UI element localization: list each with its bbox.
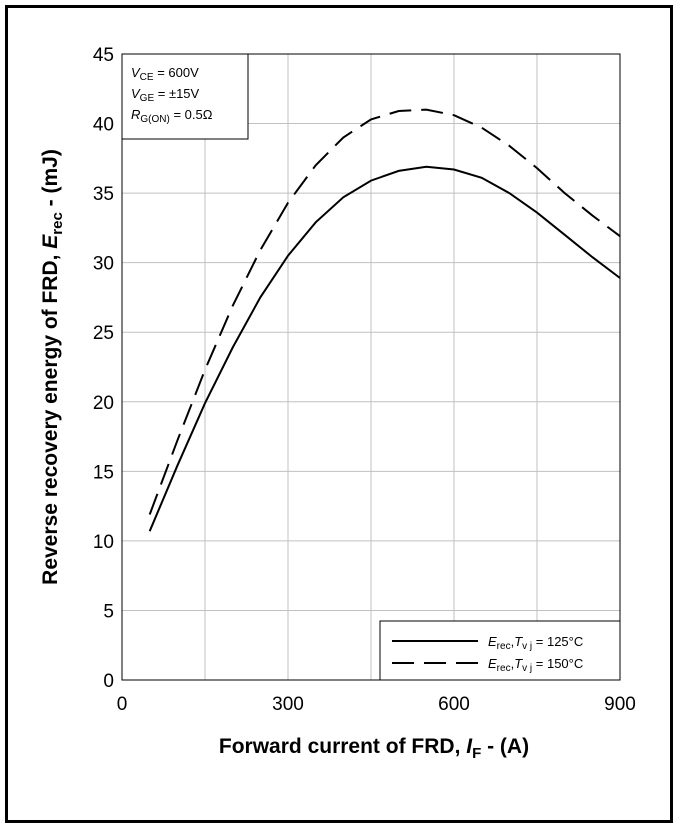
- y-tick-label: 10: [93, 532, 114, 553]
- series-layer: [148, 108, 621, 532]
- condition-line: RG(ON) = 0.5Ω: [131, 107, 213, 125]
- chart-frame: [5, 5, 673, 823]
- y-tick-label: 45: [93, 45, 114, 66]
- x-axis-title: Forward current of FRD, IF - (A): [219, 735, 529, 762]
- legend: Erec,Tv j = 125°C Erec,Tv j = 150°C: [379, 620, 621, 681]
- y-axis-title: Reverse recovery energy of FRD, Erec - (…: [39, 149, 66, 585]
- legend-label: Erec,Tv j = 150°C: [488, 656, 583, 674]
- y-tick-label: 25: [93, 323, 114, 344]
- x-tick-label: 0: [117, 694, 128, 715]
- conditions-box-border: [121, 53, 249, 140]
- series-line-1: [148, 165, 621, 532]
- y-tick-label: 35: [93, 184, 114, 205]
- grid-layer: [121, 53, 621, 681]
- y-tick-label: 0: [103, 671, 114, 692]
- tick-layer: 0 5 10 15 20 25 30 35 40 45 0 300 600 900: [93, 45, 636, 715]
- y-tick-label: 15: [93, 462, 114, 483]
- y-tick-label: 40: [93, 115, 114, 136]
- conditions-text: VCE = 600V VGE = ±15V RG(ON) = 0.5Ω: [131, 65, 213, 125]
- y-tick-label: 30: [93, 254, 114, 275]
- condition-line: VGE = ±15V: [131, 86, 200, 104]
- y-tick-label: 20: [93, 393, 114, 414]
- x-tick-label: 600: [438, 694, 470, 715]
- y-tick-label: 5: [103, 601, 114, 622]
- x-tick-label: 300: [272, 694, 304, 715]
- condition-line: VCE = 600V: [131, 65, 199, 83]
- legend-border: [379, 620, 621, 681]
- x-tick-label: 900: [604, 694, 636, 715]
- plot-area: [121, 53, 621, 681]
- series-line-2: [148, 108, 621, 515]
- legend-label: Erec,Tv j = 125°C: [488, 634, 583, 652]
- conditions-box: VCE = 600V VGE = ±15V RG(ON) = 0.5Ω: [121, 53, 249, 140]
- legend-items: Erec,Tv j = 125°C Erec,Tv j = 150°C: [392, 634, 583, 674]
